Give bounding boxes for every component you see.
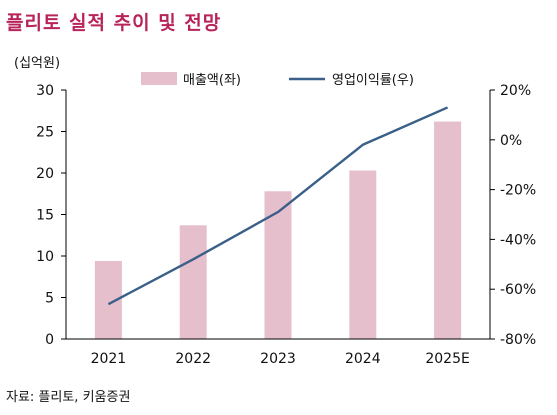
right-tick-label: -60% [500,282,536,298]
right-tick-label: 20% [500,83,531,99]
x-tick-label: 2025E [425,351,469,367]
right-tick-label: -40% [500,232,536,248]
x-tick-label: 2022 [175,351,211,367]
bar-2023 [264,191,292,339]
legend-bar-swatch [141,72,177,85]
legend-line-label: 영업이익률(우) [332,73,414,88]
left-tick-label: 0 [45,332,54,348]
tick-labels: 0 5 10 15 20 25 30 -80% -60% -40% -20% 0% 20% 2021 202… [36,83,536,367]
x-tick-label: 2024 [345,351,381,367]
left-axis-unit: (십억원) [14,56,61,71]
x-tick-label: 2021 [91,351,127,367]
left-tick-label: 30 [36,83,54,99]
bar-2022 [179,225,207,339]
right-tick-label: -80% [500,332,536,348]
bar-2024 [349,170,377,339]
line-series [107,106,449,306]
left-tick-label: 10 [36,249,54,265]
x-tick-label: 2023 [260,351,296,367]
source-note: 자료: 플리토, 키움증권 [6,390,131,405]
legend-bar-label: 매출액(좌) [183,73,241,88]
left-tick-label: 25 [36,125,54,141]
right-tick-label: -20% [500,183,536,199]
left-tick-label: 15 [36,208,54,224]
left-tick-label: 20 [36,166,54,182]
right-tick-label: 0% [500,133,522,149]
bars [94,121,462,339]
left-tick-label: 5 [45,291,54,307]
bar-2025E [434,121,462,339]
legend: 매출액(좌) 영업이익률(우) [141,72,414,88]
chart-title: 플리토 실적 추이 및 전망 [6,12,222,34]
axes [61,89,495,340]
